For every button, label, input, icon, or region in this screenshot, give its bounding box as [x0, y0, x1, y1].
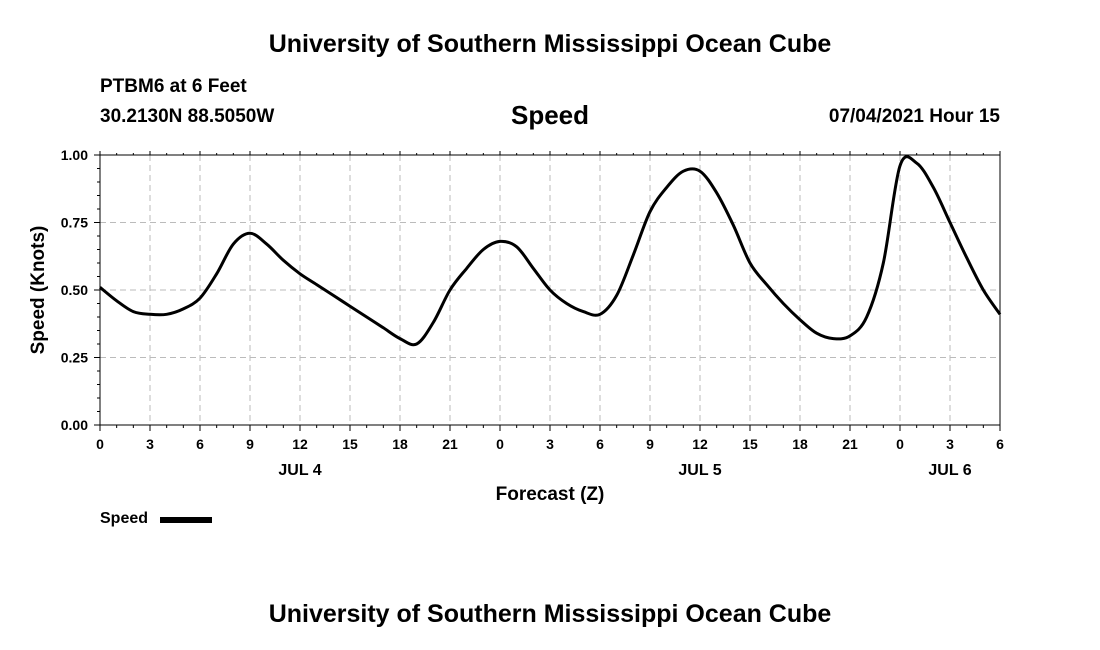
legend-swatch	[160, 517, 212, 523]
x-tick-label: 0	[96, 436, 104, 452]
day-label: JUL 5	[678, 462, 721, 479]
x-tick-label: 6	[996, 436, 1004, 452]
x-tick-label: 0	[896, 436, 904, 452]
x-tick-label: 12	[692, 436, 708, 452]
y-tick-label: 0.25	[61, 350, 88, 366]
x-tick-label: 21	[842, 436, 858, 452]
x-tick-label: 6	[596, 436, 604, 452]
coordinates-label: 30.2130N 88.5050W	[100, 106, 275, 127]
chart-title: Speed	[510, 100, 590, 130]
x-tick-label: 15	[342, 436, 358, 452]
x-tick-label: 3	[146, 436, 154, 452]
y-tick-label: 1.00	[61, 147, 88, 163]
x-tick-label: 0	[496, 436, 504, 452]
y-tick-label: 0.75	[61, 215, 88, 231]
y-axis-label: Speed (Knots)	[28, 226, 49, 355]
datetime-label: 07/04/2021 Hour 15	[828, 106, 1000, 127]
day-label: JUL 4	[278, 462, 321, 479]
x-tick-label: 15	[742, 436, 758, 452]
x-tick-label: 18	[392, 436, 408, 452]
x-tick-label: 18	[792, 436, 808, 452]
y-tick-label: 0.00	[61, 417, 88, 433]
x-tick-label: 9	[646, 436, 654, 452]
x-tick-label: 21	[442, 436, 458, 452]
x-axis-label: Forecast (Z)	[496, 484, 605, 505]
x-tick-label: 12	[292, 436, 308, 452]
x-tick-label: 9	[246, 436, 254, 452]
station-label: PTBM6 at 6 Feet	[100, 76, 247, 97]
x-tick-label: 3	[546, 436, 554, 452]
speed-series-line	[99, 155, 1002, 347]
top-title: University of Southern Mississippi Ocean…	[268, 30, 832, 58]
bottom-title: University of Southern Mississippi Ocean…	[268, 600, 832, 628]
y-tick-label: 0.50	[61, 282, 88, 298]
x-tick-label: 6	[196, 436, 204, 452]
legend-label: Speed	[100, 510, 149, 527]
day-label: JUL 6	[928, 462, 971, 479]
speed-chart: 0 3 6 9 12 15 18 21 0 3 6 9 12 15 18 21 0 3 6 0.00 0.25 0.50 0…	[28, 147, 1004, 505]
x-tick-label: 3	[946, 436, 954, 452]
